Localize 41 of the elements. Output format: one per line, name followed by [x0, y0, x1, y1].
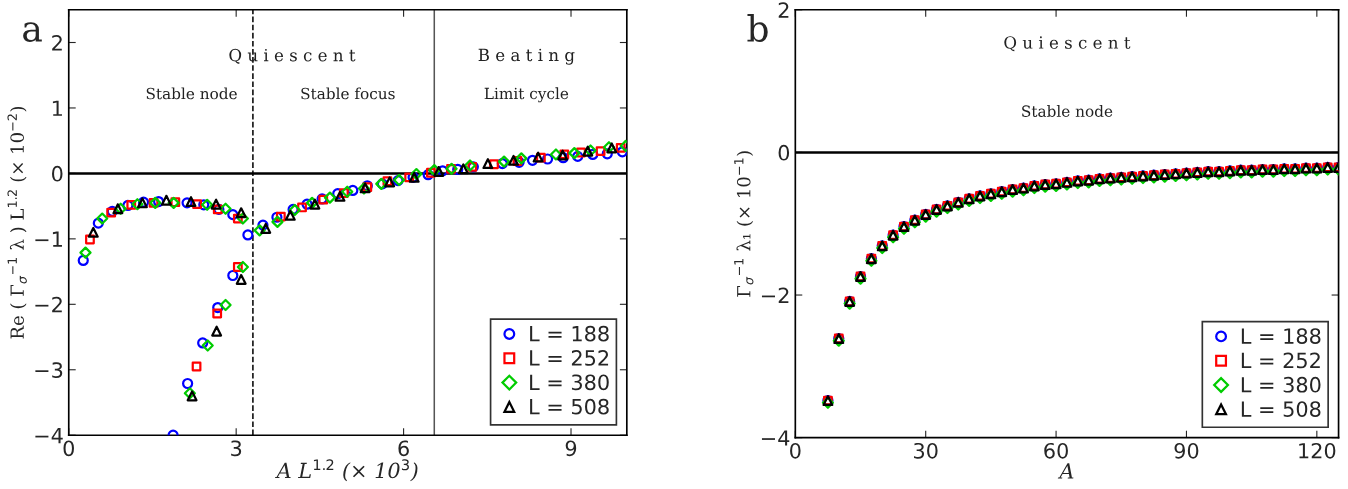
- legend-label: L = 508: [1241, 401, 1321, 417]
- annotation: Stable node: [1022, 105, 1113, 117]
- y-tick-label: 1: [52, 100, 62, 116]
- legend-label: L = 380: [530, 374, 609, 391]
- annotation: Q u i e s c e n t: [1004, 36, 1131, 52]
- x-tick-label: 3: [231, 440, 242, 457]
- legend-label: L = 188: [1241, 328, 1321, 344]
- x-tick-label: 30: [914, 442, 938, 459]
- x-tick-label: 0: [63, 440, 74, 457]
- x-axis-title: A L$^{1.2}$ (× 10$^{3}$): [275, 459, 418, 482]
- annotation: Q u i e s c e n t: [229, 48, 356, 64]
- legend-label: L = 252: [530, 350, 609, 366]
- y-axis-title: Γ$_{σ}$$^{−1}$ λ₁ (× 10$^{−1}$): [734, 151, 754, 297]
- y-tick-label: 2: [52, 34, 62, 51]
- legend-label: L = 380: [1241, 376, 1321, 393]
- legend-label: L = 252: [1241, 352, 1320, 369]
- x-tick-label: 120: [1299, 442, 1336, 459]
- x-tick-label: 9: [565, 440, 577, 457]
- y-tick-label: −2: [35, 296, 62, 313]
- y-tick-label: 0: [778, 144, 790, 161]
- y-tick-label: −1: [35, 231, 62, 247]
- chart-title: b: [747, 14, 768, 43]
- y-tick-label: −4: [35, 427, 63, 444]
- x-tick-label: 6: [398, 440, 409, 457]
- legend-label: L = 508: [530, 398, 609, 415]
- x-tick-label: 0: [790, 442, 801, 459]
- annotation: B e a t i n g: [478, 48, 575, 65]
- x-tick-label: 90: [1174, 442, 1199, 459]
- legend-label: L = 188: [530, 325, 609, 342]
- x-axis-title: A: [1057, 463, 1074, 479]
- x-tick-label: 60: [1044, 442, 1068, 459]
- y-tick-label: −3: [35, 362, 63, 378]
- y-tick-label: −2: [761, 287, 789, 303]
- chart-title: a: [23, 22, 42, 42]
- annotation: Stable focus: [301, 87, 395, 100]
- annotation: Stable node: [146, 87, 237, 100]
- annotation: Limit cycle: [484, 87, 569, 103]
- y-axis-title: Re ( Γ$_{σ}$$^{−1}$ λ ) L$^{1.2}$ (× 10$^{−2}$): [7, 106, 27, 339]
- y-tick-label: −4: [761, 430, 790, 446]
- y-tick-label: 0: [52, 165, 63, 182]
- y-tick-label: 2: [778, 2, 789, 18]
